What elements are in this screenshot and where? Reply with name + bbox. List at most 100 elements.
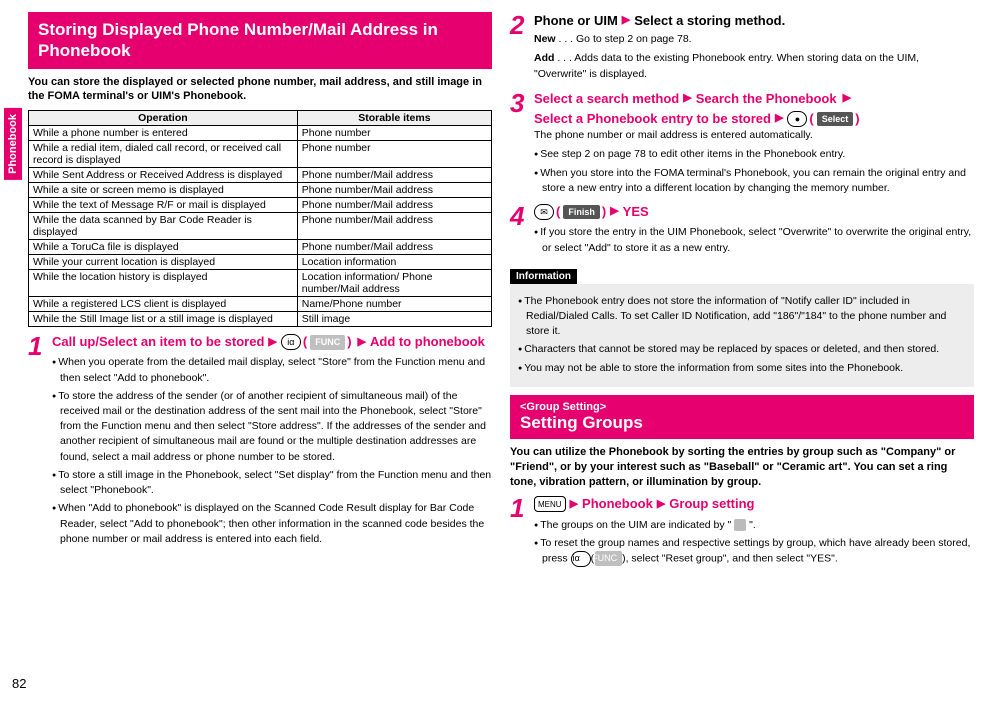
information-heading: Information <box>510 269 577 284</box>
def-new-text: . . . Go to step 2 on page 78. <box>556 33 692 45</box>
group-step-1: 1 MENU ▶ Phonebook ▶ Group setting The g… <box>510 495 974 570</box>
table-cell: Phone number/Mail address <box>297 198 491 213</box>
table-row: While a ToruCa file is displayedPhone nu… <box>29 240 492 255</box>
table-row: While Sent Address or Received Address i… <box>29 168 492 183</box>
table-cell: Phone number/Mail address <box>297 183 491 198</box>
key-center: ● <box>787 111 807 127</box>
table-cell: While your current location is displayed <box>29 255 298 270</box>
table-header-op: Operation <box>29 111 298 126</box>
triangle-icon: ▶ <box>356 335 368 350</box>
table-cell: While the location history is displayed <box>29 270 298 297</box>
table-row: While a site or screen memo is displayed… <box>29 183 492 198</box>
triangle-icon: ▶ <box>266 335 278 350</box>
list-item: Characters that cannot be stored may be … <box>518 342 966 357</box>
def-add: Add . . . Adds data to the existing Phon… <box>534 51 974 81</box>
step-2-title-b: Select a storing method. <box>634 12 785 30</box>
triangle-icon: ▶ <box>568 497 580 512</box>
table-row: While your current location is displayed… <box>29 255 492 270</box>
left-column: Storing Displayed Phone Number/Mail Addr… <box>28 12 492 648</box>
triangle-icon: ▶ <box>773 111 785 126</box>
group-step-b: Group setting <box>669 495 754 513</box>
information-bullets: The Phonebook entry does not store the i… <box>518 294 966 376</box>
paren-close: ) <box>855 110 859 128</box>
step-1-title-b: Add to phonebook <box>370 333 485 351</box>
table-cell: While a registered LCS client is display… <box>29 297 298 312</box>
group-pre: <Group Setting> <box>520 401 964 413</box>
step-number: 1 <box>28 333 46 550</box>
step-4-title: ✉ ( Finish ) ▶ YES <box>534 203 974 221</box>
table-row: While a registered LCS client is display… <box>29 297 492 312</box>
table-cell: Location information/ Phone number/Mail … <box>297 270 491 297</box>
step-number: 3 <box>510 90 528 199</box>
table-cell: Phone number <box>297 141 491 168</box>
step-number: 1 <box>510 495 528 570</box>
key-menu: MENU <box>534 496 566 512</box>
table-cell: Phone number/Mail address <box>297 213 491 240</box>
table-cell: Still image <box>297 312 491 327</box>
paren-close: ) <box>347 333 351 351</box>
operations-table: Operation Storable items While a phone n… <box>28 110 492 327</box>
paren-close: ) <box>602 203 606 221</box>
step-3-bullets: See step 2 on page 78 to edit other item… <box>534 147 974 196</box>
table-cell: Phone number/Mail address <box>297 168 491 183</box>
list-item: When you operate from the detailed mail … <box>52 355 492 385</box>
step-3-l2: Select a Phonebook entry to be stored <box>534 110 771 128</box>
step-number: 4 <box>510 203 528 259</box>
table-row: While the Still Image list or a still im… <box>29 312 492 327</box>
key-label-func: FUNC <box>595 551 622 566</box>
page-number: 82 <box>12 676 26 691</box>
paren-open: ( <box>809 110 813 128</box>
group-lead: You can utilize the Phonebook by sorting… <box>510 445 974 490</box>
table-cell: While the text of Message R/F or mail is… <box>29 198 298 213</box>
key-label-select: Select <box>817 112 854 127</box>
step-1: 1 Call up/Select an item to be stored ▶ … <box>28 333 492 550</box>
group-bullet-a-pre: The groups on the UIM are indicated by " <box>540 519 731 531</box>
paren-open: ( <box>556 203 560 221</box>
list-item: To store a still image in the Phonebook,… <box>52 468 492 498</box>
def-new-label: New <box>534 33 556 45</box>
key-label-finish: Finish <box>563 205 600 220</box>
list-item: To store the address of the sender (or o… <box>52 389 492 465</box>
right-column: 2 Phone or UIM ▶ Select a storing method… <box>510 12 974 648</box>
triangle-icon: ▶ <box>608 204 620 219</box>
list-item: The groups on the UIM are indicated by "… <box>534 518 974 533</box>
table-cell: While the data scanned by Bar Code Reade… <box>29 213 298 240</box>
group-step-1-bullets: The groups on the UIM are indicated by "… <box>534 518 974 567</box>
step-1-title-a: Call up/Select an item to be stored <box>52 333 264 351</box>
step-1-bullets: When you operate from the detailed mail … <box>52 355 492 547</box>
step-2-title-a: Phone or UIM <box>534 12 618 30</box>
table-cell: While Sent Address or Received Address i… <box>29 168 298 183</box>
step-number: 2 <box>510 12 528 86</box>
two-column-layout: Storing Displayed Phone Number/Mail Addr… <box>28 12 992 648</box>
step-3-title: Select a search method ▶ Search the Phon… <box>534 90 974 128</box>
key-mail: ✉ <box>534 204 554 220</box>
step-3-sub: The phone number or mail address is ente… <box>534 128 974 143</box>
def-add-label: Add <box>534 52 554 64</box>
step-2-title: Phone or UIM ▶ Select a storing method. <box>534 12 974 30</box>
table-header-items: Storable items <box>297 111 491 126</box>
step-4: 4 ✉ ( Finish ) ▶ YES If you store the en… <box>510 203 974 259</box>
table-row: While the location history is displayedL… <box>29 270 492 297</box>
group-bullet-a-post: ". <box>749 519 756 531</box>
step-4-yes: YES <box>623 203 649 221</box>
side-tab: Phonebook <box>4 108 22 180</box>
triangle-icon: ▶ <box>620 13 632 28</box>
key-label-func: FUNC <box>310 335 345 350</box>
group-bullet-b-post: , select "Reset group", and then select … <box>626 552 838 564</box>
paren-open: ( <box>303 333 307 351</box>
triangle-icon: ▶ <box>841 91 853 106</box>
lead-text: You can store the displayed or selected … <box>28 75 492 105</box>
step-3: 3 Select a search method ▶ Search the Ph… <box>510 90 974 199</box>
table-row: While the data scanned by Bar Code Reade… <box>29 213 492 240</box>
list-item: You may not be able to store the informa… <box>518 361 966 376</box>
group-step-a: Phonebook <box>582 495 653 513</box>
table-cell: Phone number/Mail address <box>297 240 491 255</box>
section-heading-store: Storing Displayed Phone Number/Mail Addr… <box>28 12 492 69</box>
list-item: To reset the group names and respective … <box>534 536 974 567</box>
table-cell: While a ToruCa file is displayed <box>29 240 298 255</box>
section-heading-group: <Group Setting> Setting Groups <box>510 395 974 439</box>
table-cell: While a phone number is entered <box>29 126 298 141</box>
table-cell: While a site or screen memo is displayed <box>29 183 298 198</box>
list-item: When you store into the FOMA terminal's … <box>534 166 974 196</box>
step-3-l1a: Select a search method <box>534 90 679 108</box>
